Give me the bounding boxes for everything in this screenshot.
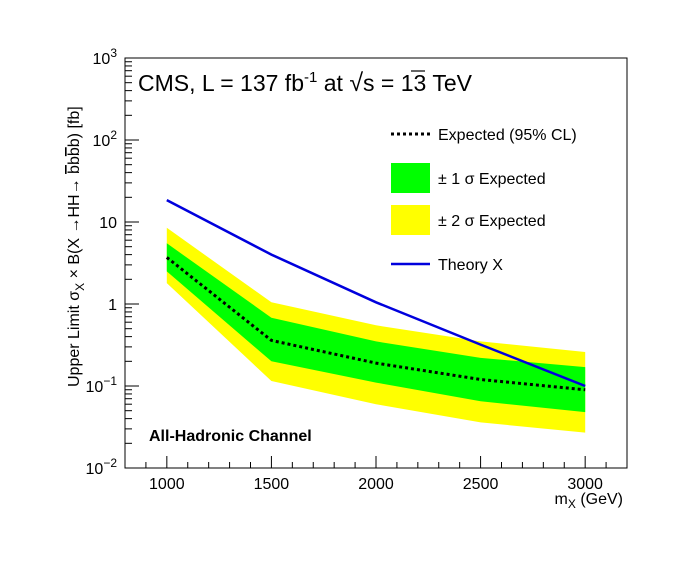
theory-x-line (166, 198, 586, 388)
y-tick-label: 10−2 (86, 456, 118, 478)
legend-entry-expected-95-cl: Expected (95% CL) (391, 127, 577, 144)
channel-annotation: All-Hadronic Channel (149, 428, 312, 445)
legend-entry-theory-x: Theory X (391, 257, 503, 274)
x-axis-ticks (145, 456, 607, 468)
legend-label: ± 2 σ Expected (438, 213, 546, 230)
y-axis-tick-labels: 10−2 10−1 1 10 102 103 (86, 46, 118, 478)
legend: Expected (95% CL) ± 1 σ Expected ± 2 σ Exp… (391, 127, 577, 274)
y-tick-label: 10−1 (86, 374, 118, 396)
x-tick-label: 1500 (254, 476, 290, 493)
x-axis-label: mX (GeV) (555, 491, 623, 511)
expected-95-cl-line (165, 256, 586, 392)
bands-layer (166, 227, 586, 433)
legend-label: Expected (95% CL) (438, 127, 577, 144)
legend-swatch (391, 205, 430, 235)
y-tick-label: 102 (93, 128, 118, 150)
1-expected-band (166, 243, 586, 413)
legend-label: Theory X (438, 257, 503, 274)
legend-entry-2-expected: ± 2 σ Expected (391, 205, 546, 235)
y-tick-label: 103 (93, 46, 118, 68)
legend-label: ± 1 σ Expected (438, 171, 546, 188)
legend-entry-1-expected: ± 1 σ Expected (391, 163, 546, 193)
x-tick-label: 1000 (149, 476, 185, 493)
x-axis-tick-labels: 1000 1500 2000 2500 3000 (149, 476, 603, 493)
y-tick-label: 10 (99, 215, 117, 232)
y-tick-label: 1 (108, 297, 117, 314)
x-tick-label: 3000 (567, 476, 603, 493)
lines-layer (165, 198, 586, 392)
chart-title: CMS, L = 137 fb-1 at √s = 13 TeV (138, 69, 473, 97)
y-axis-ticks (125, 57, 139, 469)
y-axis-label: Upper Limit σX × B(X →HH→ bbbb) [fb] (66, 106, 87, 387)
legend-swatch (391, 163, 430, 193)
x-tick-label: 2500 (463, 476, 499, 493)
x-tick-label: 2000 (358, 476, 394, 493)
